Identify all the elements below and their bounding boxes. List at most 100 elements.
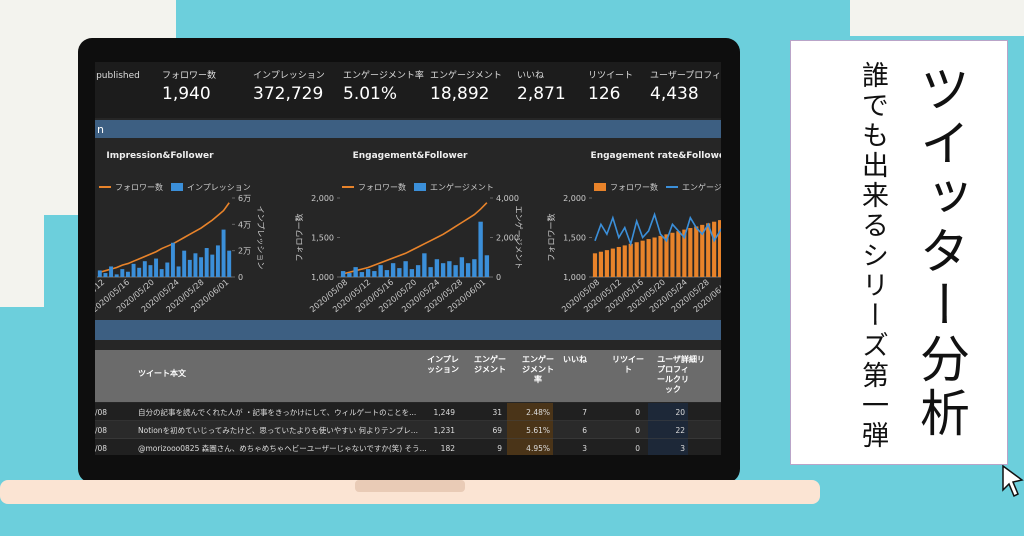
bar xyxy=(682,229,687,277)
bar xyxy=(353,267,358,277)
bar xyxy=(204,248,209,277)
bar xyxy=(676,231,681,277)
bar xyxy=(453,265,458,277)
table-cell: 1,249 xyxy=(434,408,456,417)
bar xyxy=(372,271,377,277)
table-cell: 22 xyxy=(675,426,685,435)
bar xyxy=(221,229,226,277)
legend-swatch xyxy=(171,183,183,191)
bar xyxy=(340,271,346,277)
chart-title: Engagement rate&Follower xyxy=(591,151,730,161)
dashboard: n ts published 3 フォロワー数 1,940 インプレッション 372,72… xyxy=(85,62,746,455)
bar xyxy=(120,269,125,277)
y2-tick-label: 2万 xyxy=(238,247,251,256)
kpi-value: 372,729 xyxy=(253,84,323,104)
bar xyxy=(610,248,615,277)
table-cell: 0 xyxy=(635,444,640,453)
bar xyxy=(652,237,657,277)
table-cell: 自分の記事を読んでくれた人が ・記事をきっかけにして、ウィルゲートのことを... xyxy=(138,407,416,417)
table-cell: /08 xyxy=(95,408,107,417)
bar xyxy=(700,224,705,277)
bar xyxy=(664,234,669,277)
bar xyxy=(227,250,232,277)
kpi-label: ユーザープロフィー xyxy=(650,70,730,81)
laptop-notch xyxy=(355,480,465,492)
bar xyxy=(97,270,102,277)
side-subtitle: 誰でも出来るシリーズ第一弾 xyxy=(857,61,888,451)
kpi-value: 126 xyxy=(588,84,620,104)
bar xyxy=(187,259,192,277)
y-tick-label: 1,500 xyxy=(311,234,334,243)
table-row xyxy=(95,403,721,421)
bar xyxy=(409,269,415,277)
bar xyxy=(440,263,446,277)
kpi-label: エンゲージメント率 xyxy=(343,69,424,81)
bar xyxy=(210,254,215,277)
bar xyxy=(109,266,114,277)
y2-tick-label: 4万 xyxy=(238,220,251,229)
side-card: ツイッター分析 誰でも出来るシリーズ第一弾 xyxy=(790,40,1008,465)
table-cell: 5.61% xyxy=(526,426,550,435)
bar xyxy=(114,274,119,277)
y-tick-label: 1,500 xyxy=(563,234,586,243)
table-cell: 0 xyxy=(635,408,640,417)
kpi-value: 5.01% xyxy=(343,84,397,104)
y2-axis-label: エンゲージメント xyxy=(514,206,524,270)
paper xyxy=(850,0,1024,36)
y2-tick-label: 2,000 xyxy=(496,234,519,243)
table-cell: 182 xyxy=(441,444,456,453)
legend-label: インプレッション xyxy=(187,183,251,192)
table-header-cell: エンゲージメント率 xyxy=(522,354,554,384)
profile-cell xyxy=(648,421,688,439)
bar xyxy=(154,258,159,277)
kpi-value: 4,438 xyxy=(650,84,699,104)
legend-label: エンゲージメント xyxy=(430,182,494,192)
bar xyxy=(712,221,717,277)
bar xyxy=(634,242,639,277)
legend-label: フォロワー数 xyxy=(115,182,163,192)
y-axis-label: フォロワー数 xyxy=(294,214,304,262)
kpi-label: いいね xyxy=(517,70,544,81)
cursor xyxy=(1002,464,1024,498)
kpi-value: 1,940 xyxy=(162,84,211,104)
bar xyxy=(103,273,108,277)
kpi-value: 18,892 xyxy=(430,84,489,104)
table-cell: 7 xyxy=(582,408,587,417)
y2-axis-label: インプレッション xyxy=(256,206,265,270)
bar xyxy=(199,257,204,277)
table-cell: /08 xyxy=(95,444,107,453)
table-cell: 2.48% xyxy=(526,408,550,417)
bar xyxy=(148,265,153,277)
bar xyxy=(592,253,598,277)
bar xyxy=(604,250,609,277)
table-cell: 0 xyxy=(635,426,640,435)
kpi-value: 3 xyxy=(85,84,96,104)
bar xyxy=(478,221,483,277)
kpi-label: リツイート xyxy=(588,71,633,81)
table-cell: 20 xyxy=(675,408,685,417)
rate-cell xyxy=(507,421,553,439)
bar xyxy=(403,261,408,277)
bar xyxy=(622,245,627,277)
chart-title: Engagement&Follower xyxy=(353,151,468,161)
bar xyxy=(670,232,675,277)
line xyxy=(342,202,488,275)
bar xyxy=(616,246,621,277)
side-title: ツイッター分析 xyxy=(912,63,970,441)
bar xyxy=(137,267,142,277)
kpi-bar xyxy=(95,62,721,118)
y-tick-label: 2,000 xyxy=(563,194,586,203)
bar xyxy=(718,220,721,277)
y2-tick-label: 6万 xyxy=(238,194,251,203)
legend-label: エンゲージメント xyxy=(682,182,746,192)
rate-cell xyxy=(507,403,553,421)
legend-swatch xyxy=(594,183,606,191)
y2-tick-label: 4,000 xyxy=(496,194,519,203)
section-band xyxy=(95,320,721,340)
table-cell: 1,231 xyxy=(434,426,456,435)
table-cell: /08 xyxy=(95,426,107,435)
y2-tick-label: 0 xyxy=(238,273,243,282)
bar xyxy=(706,223,711,277)
table-header xyxy=(95,350,721,402)
bar xyxy=(159,269,164,277)
